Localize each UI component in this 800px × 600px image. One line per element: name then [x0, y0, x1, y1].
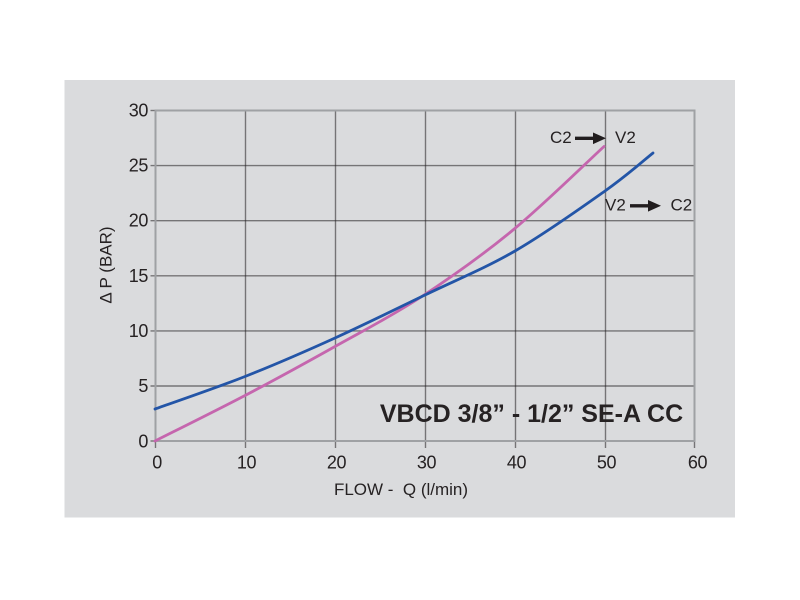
svg-text:VBCD 3/8” - 1/2” SE-A CC: VBCD 3/8” - 1/2” SE-A CC [380, 400, 683, 428]
svg-text:50: 50 [597, 453, 617, 473]
svg-text:15: 15 [129, 266, 149, 286]
svg-text:60: 60 [688, 453, 708, 473]
svg-text:Δ P (BAR): Δ P (BAR) [97, 226, 116, 303]
svg-text:10: 10 [237, 453, 257, 473]
svg-text:20: 20 [327, 453, 347, 473]
svg-text:C2: C2 [550, 128, 572, 147]
svg-text:FLOW - Q (l/min): FLOW - Q (l/min) [334, 480, 468, 499]
svg-text:5: 5 [138, 376, 148, 396]
svg-text:30: 30 [417, 453, 437, 473]
svg-text:0: 0 [152, 453, 162, 473]
svg-text:25: 25 [129, 156, 149, 176]
svg-text:C2: C2 [671, 196, 693, 215]
svg-text:20: 20 [129, 211, 149, 231]
svg-text:0: 0 [138, 432, 148, 452]
svg-text:V2: V2 [615, 128, 636, 147]
svg-text:40: 40 [507, 453, 527, 473]
svg-text:V2: V2 [605, 196, 626, 215]
svg-text:30: 30 [129, 101, 149, 121]
svg-text:10: 10 [129, 321, 149, 341]
